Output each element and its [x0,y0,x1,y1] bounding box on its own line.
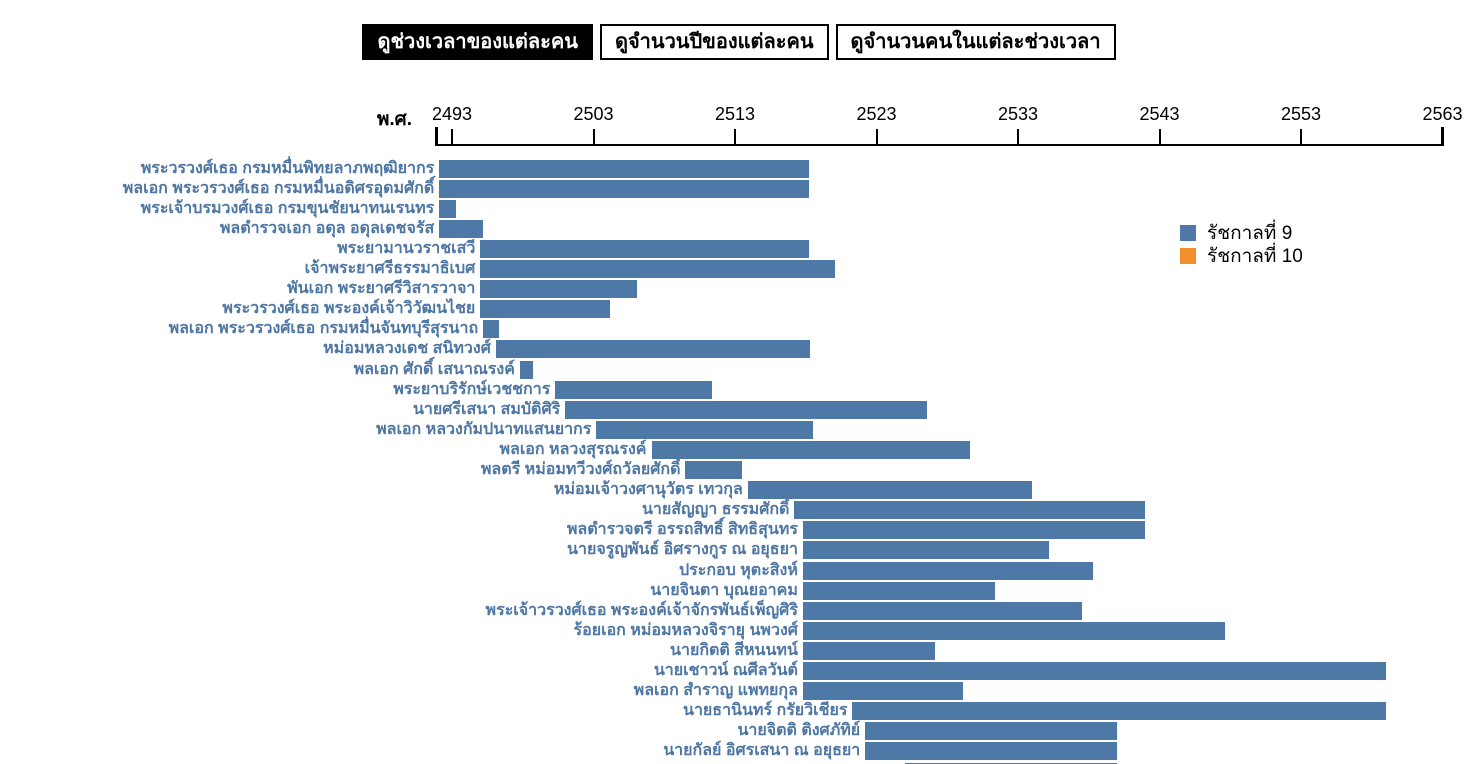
person-name-label: นายศรีเสนา สมบัติศิริ [412,400,561,418]
timeline-bar [555,380,713,399]
axis-tick-mark [1017,129,1019,146]
legend-row-reign10: รัชกาลที่ 10 [1180,245,1303,267]
person-name-label: พลเอก พระวรวงศ์เธอ กรมหมื่นจันทบุรีสุรนา… [168,320,479,338]
person-name-label: นายสัญญา ธรรมศักดิ์ [641,501,790,519]
person-name-label: พลเอก ศักดิ์ เสนาณรงค์ [353,360,515,378]
person-name-label: นายธานินทร์ กรัยวิเชียร [683,702,848,720]
timeline-bar [852,702,1386,721]
axis-tick-label: 2563 [1422,104,1463,124]
person-name-label: ร้อยเอก หม่อมหลวงจิรายุ นพวงศ์ [573,621,798,639]
timeline-bar [439,159,809,178]
axis-tick-label: 2503 [573,104,614,124]
timeline-bar [519,360,533,379]
legend-label-reign9: รัชกาลที่ 9 [1207,223,1293,244]
timeline-bar [747,481,1033,500]
tab-duration-per-person[interactable]: ดูช่วงเวลาของแต่ละคน [362,24,593,60]
axis-tick-label: 2493 [431,104,473,124]
person-name-label: นายกิตติ สีหนนทน์ [670,641,798,659]
timeline-bar [865,722,1118,741]
person-name-label: นายเชาวน์ ณศีลวันต์ [653,662,798,679]
tab-years-per-person[interactable]: ดูจำนวนปีของแต่ละคน [599,24,829,60]
timeline-bar [685,461,743,479]
axis-domain-line [436,144,1443,146]
timeline-bar [439,219,484,238]
person-name-label: นายจรูญพันธ์ อิศรางกูร ณ อยุธยา [567,541,798,559]
person-name-label: พระเจ้าวรวงศ์เธอ พระองค์เจ้าจักรพันธ์เพ็… [485,601,798,619]
person-name-label: พันเอก พระยาศรีวิสารวาจา [287,280,476,298]
legend-swatch-reign9-icon [1180,225,1196,241]
timeline-bar [802,541,1050,560]
axis-tick-label: 2513 [714,104,756,124]
timeline-bar [480,280,638,299]
timeline-bar [483,320,499,339]
legend-label-reign10: รัชกาลที่ 10 [1207,246,1303,267]
timeline-bar [865,742,1118,761]
person-name-label: พระเจ้าบรมวงศ์เธอ กรมขุนชัยนาทนเรนทร [140,199,435,217]
axis-tick-label: 2553 [1280,104,1322,124]
person-name-label: พลเอก สำราญ แพทยกุล [633,682,798,700]
axis-tick-mark [734,129,736,146]
person-name-label: พลเอก พระวรวงศ์เธอ กรมหมื่นอดิศรอุดมศักด… [122,179,435,197]
axis-tick-label: 2523 [856,104,897,124]
person-name-label: หม่อมเจ้าวงศานุวัตร เทวกุล [553,481,743,499]
tab-people-per-period[interactable]: ดูจำนวนคนในแต่ละช่วงเวลา [835,24,1116,60]
legend-swatch-reign10-icon [1180,248,1196,264]
person-name-label: พลตำรวจตรี อรรถสิทธิ์ สิทธิสุนทร [566,521,798,539]
timeline-bar [802,561,1093,580]
timeline-bar [480,300,611,319]
timeline-bar [802,621,1225,640]
axis-tick-mark [451,129,453,146]
person-name-label: พลเอก หลวงกัมปนาทแสนยากร [376,420,592,438]
timeline-bar [802,641,935,660]
person-name-label: พลเอก หลวงสุรณรงค์ [499,440,647,458]
axis-tick-mark [875,129,878,146]
person-name-label: พระยามานวราชเสวี [337,239,476,257]
axis-tick-label: 2533 [997,104,1039,124]
axis-tick-mark [1441,129,1444,146]
timeline-bar [480,239,809,258]
person-name-label: นายจิตติ ติงศภัทิย์ [737,722,861,740]
axis-end-cap-left [434,127,438,146]
axis-tick-mark [1158,129,1161,146]
person-name-label: ประกอบ หุตะสิงห์ [679,561,798,579]
timeline-bar [596,420,813,439]
axis-tick-label: 2543 [1139,104,1180,124]
axis-tick-mark [1300,129,1302,146]
axis-unit-label: พ.ศ. [376,109,412,130]
person-name-label: พระยาบริรักษ์เวชชการ [393,380,551,398]
person-name-label: เจ้าพระยาศรีธรรมาธิเบศ [304,260,476,277]
person-name-label: นายกัลย์ อิศรเสนา ณ อยุธยา [663,742,861,760]
timeline-bar [480,260,836,278]
axis-tick-mark [592,129,595,146]
person-name-label: พระวรวงศ์เธอ กรมหมื่นพิทยลาภพฤฒิยากร [140,159,435,177]
timeline-bar [439,199,457,218]
legend-row-reign9: รัชกาลที่ 9 [1180,222,1303,244]
legend: รัชกาลที่ 9 รัชกาลที่ 10 [1180,222,1303,268]
timeline-bar [904,762,1118,764]
timeline-bar [802,682,963,701]
timeline-bar [802,601,1082,620]
timeline-bar [495,340,810,359]
timeline-bar [439,179,809,198]
timeline-bar [794,501,1146,520]
timeline-bar [651,440,970,459]
timeline-bar [802,521,1146,540]
person-name-label: พระวรวงศ์เธอ พระองค์เจ้าวิวัฒนไชย [222,300,476,318]
person-name-label: หม่อมหลวงเดช สนิทวงศ์ [323,340,491,358]
person-name-label: นายจินตา บุณยอาคม [650,581,798,599]
timeline-bar [802,662,1386,680]
person-name-label: พลตรี หม่อมทวีวงศ์ถวัลยศักดิ์ [480,461,681,478]
timeline-bar [565,400,928,419]
tab-bar: ดูช่วงเวลาของแต่ละคน ดูจำนวนปีของแต่ละคน… [0,24,1478,60]
timeline-bar [802,581,996,600]
person-name-label: พลตำรวจเอก อดุล อดุลเดชจรัส [219,219,435,237]
